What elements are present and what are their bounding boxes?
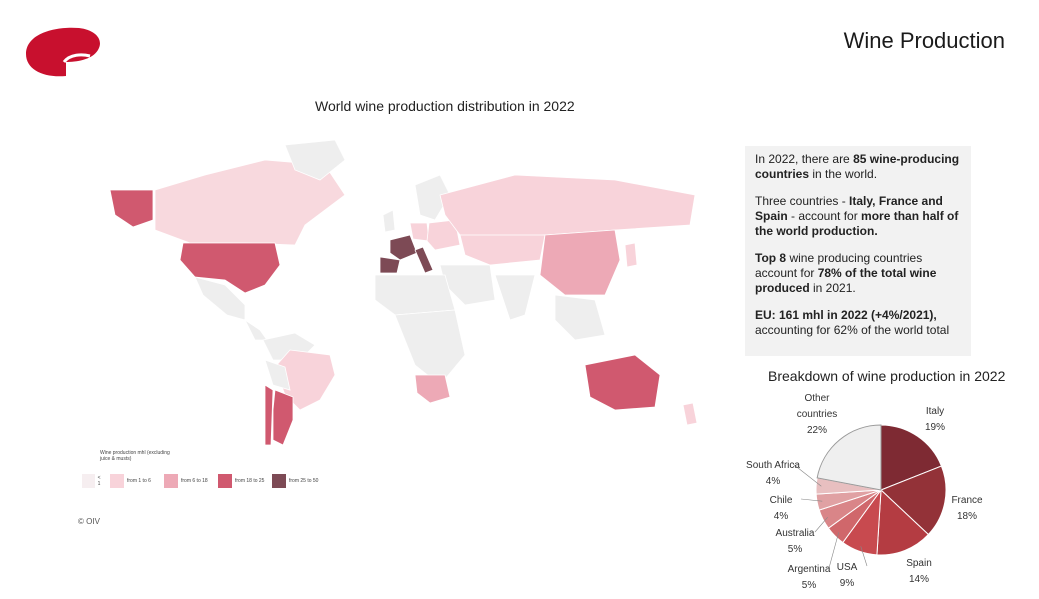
map-north-africa: [374, 274, 456, 316]
legend-label: from 18 to 25: [235, 478, 265, 484]
map-central-america: [243, 318, 268, 341]
map-central-africa: [394, 309, 466, 386]
pie-label-other-countries: Other countries 22%: [797, 393, 838, 436]
copyright: © OIV: [78, 517, 100, 526]
map-new-zealand: [682, 402, 698, 426]
map-spain: [379, 256, 401, 274]
pie-chart-title: Breakdown of wine production in 2022: [768, 368, 1006, 384]
legend-swatch: [82, 474, 95, 488]
map-germany: [409, 222, 430, 242]
info-paragraph-top8: Top 8 wine producing countries account f…: [755, 251, 961, 296]
info-highlight: Top 8: [755, 251, 787, 265]
pie-slice-italy: [880, 424, 943, 491]
pie-leader-line: [860, 546, 868, 567]
info-text: accounting for 62% of the world total: [755, 323, 950, 337]
map-peru: [264, 359, 291, 391]
legend-item: < 1: [82, 474, 104, 488]
pie-label-argentina: Argentina 5%: [788, 564, 831, 591]
pie-leader-line: [814, 516, 828, 533]
map-france: [389, 234, 418, 261]
legend-label: from 25 to 50: [289, 478, 319, 484]
info-highlight: more than half of the world production.: [755, 209, 959, 238]
pie-label-chile: Chile 4%: [770, 495, 793, 522]
info-box: In 2022, there are 85 wine-producing cou…: [745, 146, 971, 356]
legend-item: from 25 to 50: [272, 474, 320, 488]
map-scandinavia: [414, 174, 451, 221]
info-text: wine producing countries account for: [755, 251, 923, 280]
info-paragraph-eu: EU: 161 mhl in 2022 (+4%/2021), accounti…: [755, 308, 961, 338]
oiv-logo: [26, 27, 100, 77]
pie-label-australia: Australia 5%: [776, 528, 815, 555]
map-chile: [264, 384, 274, 446]
info-paragraph-countries: In 2022, there are 85 wine-producing cou…: [755, 152, 961, 182]
legend-title: Wine production mhl (excluding juice & m…: [100, 450, 170, 462]
map-australia: [584, 354, 661, 411]
legend-label: from 6 to 18: [181, 478, 208, 484]
map-title: World wine production distribution in 20…: [315, 98, 575, 114]
pie-chart: Italy 19% France 18% Spain 14% USA 9% Argentina 5…: [746, 393, 983, 591]
pie-slice-spain: [876, 488, 930, 556]
pie-leader-line: [828, 532, 840, 569]
pie-label-france: France 18%: [951, 495, 983, 522]
legend-label: from 1 to 6: [127, 478, 151, 484]
pie-leader-line: [792, 463, 822, 487]
map-south-africa: [414, 374, 451, 404]
legend-item: from 18 to 25: [218, 474, 266, 488]
info-text: in 2021.: [809, 281, 856, 295]
map-japan: [624, 242, 638, 268]
pie-leader-line: [800, 498, 823, 502]
legend-swatch: [164, 474, 178, 488]
info-highlight: EU: 161 mhl in 2022 (+4%/2021),: [755, 308, 937, 322]
legend-swatch: [218, 474, 232, 488]
info-paragraph-top3: Three countries - Italy, France and Spai…: [755, 194, 961, 239]
info-text: - account for: [787, 209, 862, 223]
legend-item: from 6 to 18: [164, 474, 212, 488]
info-text: Three countries -: [755, 194, 850, 208]
map-russia: [439, 174, 696, 241]
map-uk: [382, 209, 396, 233]
legend-swatch: [272, 474, 286, 488]
pie-label-south-africa: South Africa 4%: [746, 460, 800, 487]
pie-label-italy: Italy 19%: [925, 406, 945, 433]
map-central-asia: [459, 234, 546, 266]
info-text: in the world.: [809, 167, 878, 181]
pie-label-usa: USA 9%: [837, 562, 858, 589]
legend-item: from 1 to 6: [110, 474, 158, 488]
map-se-asia: [554, 294, 606, 341]
map-alaska: [109, 189, 154, 228]
legend-label: < 1: [97, 475, 101, 487]
map-china: [539, 229, 621, 296]
pie-slice-france: [880, 465, 947, 536]
map-argentina: [272, 389, 294, 446]
info-text: In 2022, there are: [755, 152, 854, 166]
map-greenland: [284, 139, 346, 181]
info-highlight: 78% of the total wine produced: [755, 266, 937, 295]
pie-label-spain: Spain 14%: [906, 558, 932, 585]
page-title: Wine Production: [843, 28, 1005, 53]
map-italy: [414, 246, 434, 274]
map-canada: [154, 159, 346, 246]
pie-slice-other-countries: [816, 424, 882, 491]
map-usa: [179, 242, 281, 294]
info-highlight: 85 wine-producing countries: [755, 152, 960, 181]
map-legend: Wine production mhl (excluding juice & m…: [82, 450, 320, 488]
info-highlight: Italy, France and Spain: [755, 194, 943, 223]
world-map: [109, 139, 698, 446]
map-india: [494, 274, 536, 321]
legend-swatch: [110, 474, 124, 488]
